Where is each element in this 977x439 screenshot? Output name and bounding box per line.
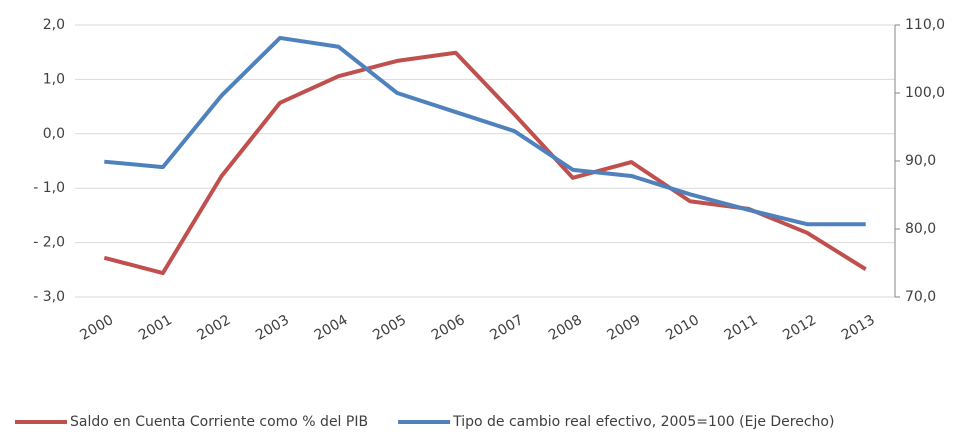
x-tick-label: 2010 [663, 312, 702, 344]
y-tick-label: 1,0 [43, 71, 65, 87]
x-tick-label: 2002 [195, 312, 234, 344]
x-tick-label: 2004 [312, 312, 351, 344]
legend-label: Tipo de cambio real efectivo, 2005=100 (… [452, 414, 834, 430]
x-tick-label: 2008 [546, 312, 585, 344]
y2-tick-label: 80,0 [905, 221, 936, 237]
y2-tick-label: 100,0 [905, 85, 945, 101]
x-tick-label: 2011 [722, 312, 761, 344]
y2-tick-label: 90,0 [905, 153, 936, 169]
series-line [104, 35, 866, 227]
x-tick-label: 2012 [780, 312, 819, 344]
x-tick-label: 2007 [487, 312, 526, 344]
y-tick-label: - 1,0 [33, 180, 65, 196]
x-tick-label: 2001 [136, 312, 175, 344]
y-tick-label: - 3,0 [33, 289, 65, 305]
x-tick-label: 2013 [839, 312, 878, 344]
legend-label: Saldo en Cuenta Corriente como % del PIB [70, 414, 368, 430]
x-tick-label: 2003 [253, 312, 292, 344]
x-tick-label: 2009 [605, 312, 644, 344]
y-tick-label: - 2,0 [33, 235, 65, 251]
x-tick-label: 2000 [77, 312, 116, 344]
series-line [103, 50, 867, 276]
y-tick-label: 0,0 [43, 126, 65, 142]
x-tick-label: 2005 [370, 312, 409, 344]
x-tick-label: 2006 [429, 312, 468, 344]
y-tick-label: 2,0 [43, 17, 65, 33]
y2-tick-label: 110,0 [905, 17, 945, 33]
y2-tick-label: 70,0 [905, 289, 936, 305]
